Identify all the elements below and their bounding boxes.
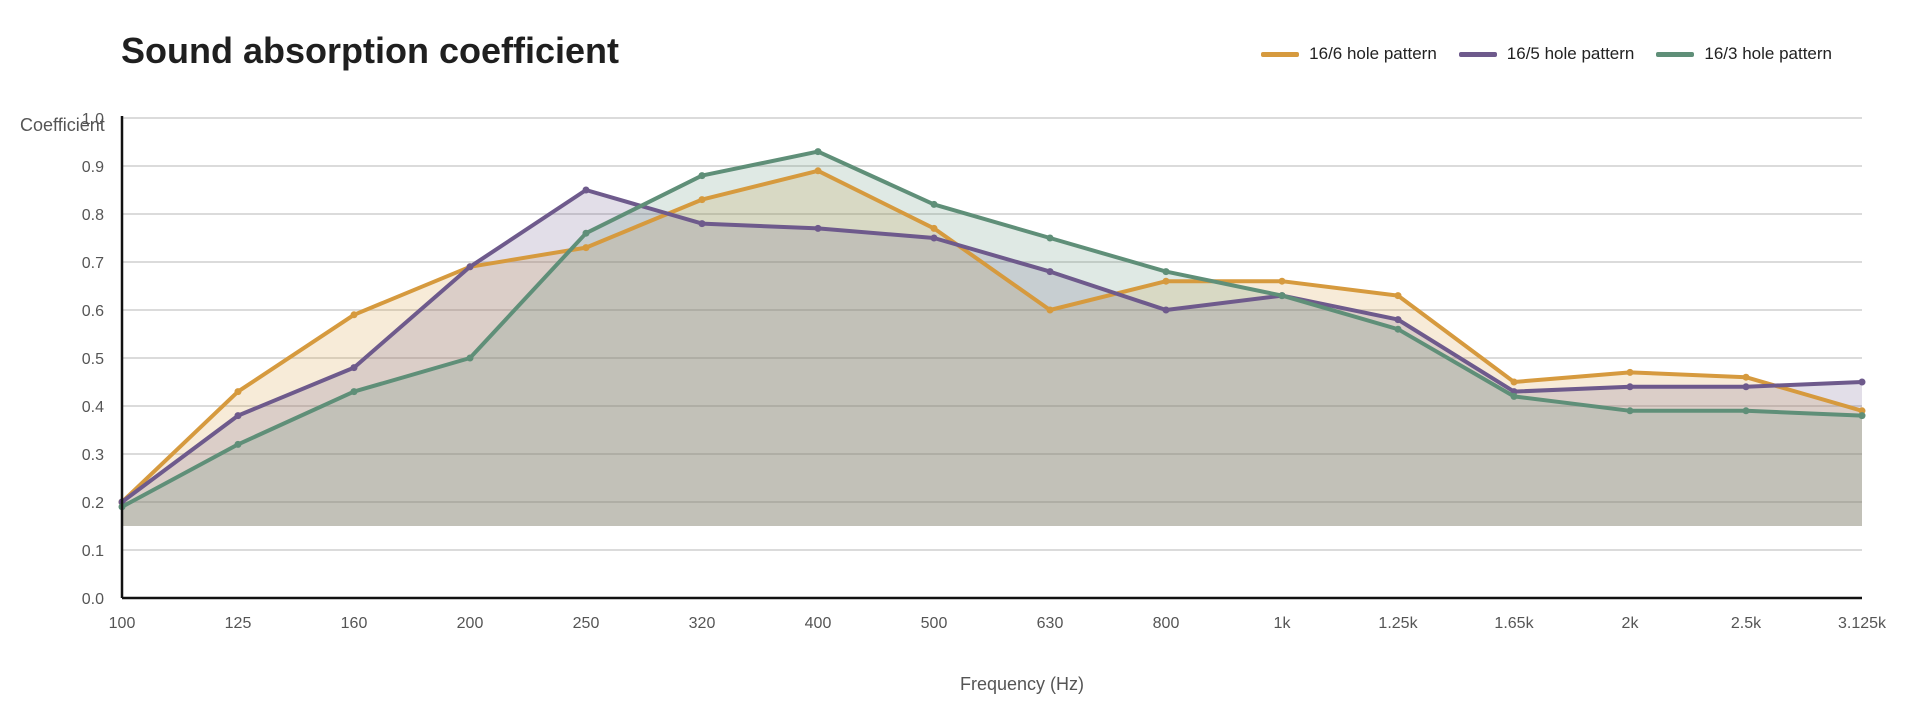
legend-label-16-6: 16/6 hole pattern	[1309, 44, 1437, 63]
data-point	[930, 234, 938, 242]
data-point	[1626, 407, 1634, 415]
x-tick-label: 320	[689, 615, 716, 632]
series-line-3	[120, 149, 1864, 509]
x-tick-label: 500	[921, 615, 948, 632]
legend-item-16-3[interactable]: 16/3 hole pattern	[1656, 44, 1832, 64]
data-point	[350, 311, 358, 319]
legend-label-16-5: 16/5 hole pattern	[1506, 44, 1635, 63]
data-point	[698, 196, 706, 204]
legend-item-16-6[interactable]: 16/6 hole pattern	[1261, 44, 1437, 64]
y-tick-label: 1.0	[82, 111, 104, 128]
data-point	[1858, 412, 1866, 420]
data-point	[466, 263, 474, 271]
series-line-1	[120, 168, 1864, 504]
legend-swatch-16-5	[1458, 51, 1497, 57]
series-line-2	[120, 188, 1864, 504]
data-point	[1510, 392, 1518, 400]
x-tick-label: 2.5k	[1731, 615, 1762, 632]
y-tick-label: 0.3	[82, 447, 104, 464]
data-point	[814, 224, 822, 232]
legend-swatch-16-3	[1656, 51, 1695, 57]
y-tick-label: 0.5	[82, 351, 104, 368]
data-point	[1858, 378, 1866, 386]
data-point	[1626, 383, 1634, 391]
x-tick-label: 100	[109, 615, 136, 632]
data-point	[698, 172, 706, 180]
data-point	[930, 224, 938, 232]
data-point	[1858, 407, 1866, 415]
data-point	[930, 200, 938, 208]
x-tick-label: 200	[457, 615, 484, 632]
data-point	[1742, 383, 1750, 391]
data-point	[1046, 268, 1054, 276]
y-tick-label: 0.2	[82, 495, 104, 512]
series-area-2	[122, 190, 1862, 526]
x-tick-label: 2k	[1622, 615, 1640, 632]
data-point	[1510, 378, 1518, 386]
y-tick-label: 0.7	[82, 255, 104, 272]
data-point	[234, 440, 242, 448]
data-point	[582, 186, 590, 194]
data-point	[814, 148, 822, 156]
legend: 16/6 hole pattern 16/5 hole pattern 16/3…	[1261, 44, 1832, 64]
x-tick-label: 630	[1037, 615, 1064, 632]
x-axis-title: Frequency (Hz)	[960, 674, 1084, 694]
data-point	[1278, 292, 1286, 300]
chart-title: Sound absorption coefficient	[121, 30, 620, 71]
data-point	[1742, 373, 1750, 381]
data-point	[1162, 306, 1170, 314]
data-point	[466, 354, 474, 362]
x-tick-label: 160	[341, 615, 368, 632]
data-point	[1394, 292, 1402, 300]
data-point	[234, 388, 242, 396]
x-tick-label: 1.65k	[1494, 615, 1534, 632]
series-area-1	[122, 170, 1862, 526]
y-tick-label: 0.4	[82, 399, 104, 416]
data-point	[814, 167, 822, 175]
data-point	[698, 220, 706, 228]
x-tick-label: 1k	[1274, 615, 1292, 632]
x-tick-label: 1.25k	[1378, 615, 1418, 632]
data-point	[1742, 407, 1750, 415]
data-point	[582, 229, 590, 237]
y-tick-label: 0.8	[82, 207, 104, 224]
x-tick-label: 250	[573, 615, 600, 632]
data-point	[350, 388, 358, 396]
y-tick-label: 0.9	[82, 159, 104, 176]
data-point	[1394, 325, 1402, 333]
legend-swatch-16-6	[1261, 51, 1300, 57]
x-tick-label: 400	[805, 615, 832, 632]
x-tick-label: 800	[1153, 615, 1180, 632]
x-tick-label: 3.125k	[1838, 615, 1887, 632]
series-area-3	[122, 151, 1862, 526]
data-point	[1394, 316, 1402, 324]
data-point	[1162, 268, 1170, 276]
data-point	[1046, 234, 1054, 242]
data-point	[350, 364, 358, 372]
data-point	[1278, 277, 1286, 285]
y-tick-label: 0.6	[82, 303, 104, 320]
data-point	[234, 412, 242, 420]
y-tick-label: 0.0	[82, 591, 104, 608]
data-point	[1162, 277, 1170, 285]
y-tick-label: 0.1	[82, 543, 104, 560]
data-point	[582, 244, 590, 252]
legend-item-16-5[interactable]: 16/5 hole pattern	[1458, 44, 1635, 64]
data-point	[1046, 306, 1054, 314]
legend-label-16-3: 16/3 hole pattern	[1704, 44, 1832, 63]
data-point	[1626, 368, 1634, 376]
y-axis-title: Coefficient	[20, 115, 105, 135]
x-tick-label: 125	[225, 615, 252, 632]
